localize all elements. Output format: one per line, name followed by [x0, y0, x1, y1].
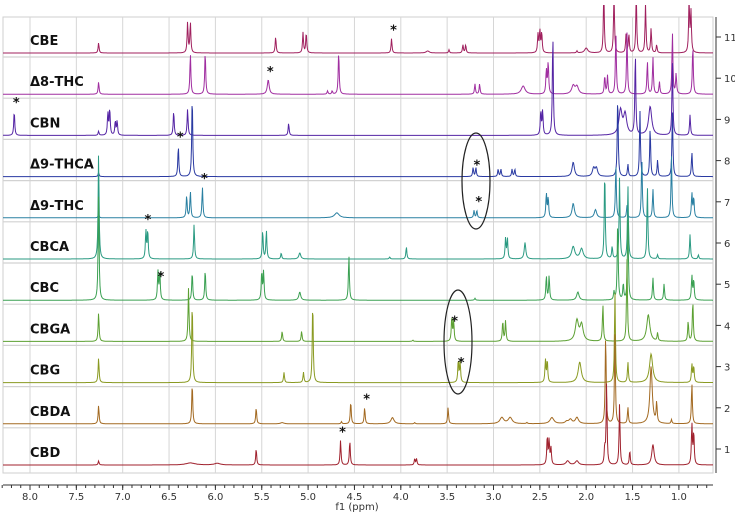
spectrum-label: CBD: [30, 446, 60, 461]
peak-marker: *: [157, 270, 164, 285]
x-tick-label: 3.0: [486, 492, 502, 503]
peak-marker: *: [13, 96, 20, 111]
x-tick-label: 6.0: [207, 492, 223, 503]
x-tick-label: 4.5: [346, 492, 362, 503]
spectrum-label: CBE: [30, 34, 58, 49]
y-tick-label: 11: [724, 33, 735, 44]
highlight-ellipse-thc: [461, 132, 491, 230]
spectrum-trace-CBN: [3, 41, 713, 136]
spectrum-label: CBN: [30, 116, 60, 131]
y-tick-label: 6: [724, 239, 730, 250]
x-tick-label: 5.5: [254, 492, 270, 503]
x-tick-label: 2.0: [578, 492, 594, 503]
y-axis: 1 2 3 4 5 6 7 8 9 10 11: [715, 17, 735, 473]
y-tick-label: 8: [724, 157, 730, 168]
spectrum-trace-CBCA: [3, 155, 713, 260]
peak-marker: *: [390, 24, 397, 39]
x-tick-label: 7.0: [115, 492, 131, 503]
y-tick-label: 5: [724, 280, 730, 291]
peak-marker: *: [458, 356, 465, 371]
peak-marker: *: [144, 213, 151, 228]
x-tick-label: 8.0: [22, 492, 38, 503]
spectrum-trace-CBE: [3, 5, 713, 54]
spectrum-label: Δ9-THCA: [30, 158, 94, 173]
spectrum-label: Δ8-THC: [30, 75, 84, 90]
spectrum-label: Δ9-THC: [30, 199, 84, 214]
spectrum-trace-Δ9-THCA: [3, 105, 713, 178]
spectrum-label: CBGA: [30, 322, 70, 337]
x-tick-label: 5.0: [300, 492, 316, 503]
y-tick-label: 1: [724, 445, 730, 456]
spectrum-trace-CBG: [3, 293, 713, 384]
highlight-ellipses: [443, 132, 491, 395]
spectrum-trace-CBC: [3, 196, 713, 301]
x-tick-label: 6.5: [161, 492, 177, 503]
x-tick-label: 3.5: [439, 492, 455, 503]
spectrum-label: CBCA: [30, 240, 69, 255]
y-tick-label: 9: [724, 115, 730, 126]
y-tick-label: 4: [724, 321, 730, 332]
peak-marker: *: [267, 65, 274, 80]
peak-marker: *: [339, 425, 346, 440]
spectrum-label: CBG: [30, 364, 60, 379]
y-tick-label: 2: [724, 404, 730, 415]
peak-marker: *: [201, 172, 208, 187]
peak-marker: *: [363, 392, 370, 407]
y-tick-label: 3: [724, 363, 730, 374]
spectrum-trace-Δ9-THC: [3, 156, 713, 219]
spectrum-labels: CBE Δ8-THC CBN Δ9-THCA Δ9-THC CBCA CBC CBGA CBG C…: [30, 34, 94, 461]
grid: [2, 16, 714, 474]
peak-marker: *: [451, 314, 458, 329]
x-tick-label: 2.5: [532, 492, 548, 503]
x-tick-label: 7.5: [68, 492, 84, 503]
spectrum-trace-Δ8-THC: [3, 32, 713, 95]
highlight-ellipse-cbg: [443, 289, 473, 395]
peak-marker: *: [475, 195, 482, 210]
spectra: [3, 5, 713, 466]
spectrum-label: CBC: [30, 281, 59, 296]
x-axis-label: f1 (ppm): [335, 502, 378, 513]
peak-marker: *: [177, 131, 184, 146]
y-tick-label: 10: [724, 74, 735, 85]
x-tick-label: 1.0: [671, 492, 687, 503]
plot-frame: [2, 16, 714, 474]
x-tick-label: 1.5: [625, 492, 641, 503]
x-tick-label: 4.0: [393, 492, 409, 503]
spectrum-label: CBDA: [30, 405, 70, 420]
x-axis: 8.0 7.5 7.0 6.5 6.0 5.5 5.0 4.5 4.0 3.5 3.0 2.5 2.0 1…: [1, 484, 713, 503]
peak-marker: *: [474, 158, 481, 173]
spectrum-trace-CBD: [3, 383, 713, 466]
spectrum-trace-CBDA: [3, 334, 713, 425]
peak-markers: * * * * * * * * * * * * *: [13, 24, 483, 441]
spectrum-trace-CBGA: [3, 259, 713, 342]
y-tick-label: 7: [724, 198, 730, 209]
